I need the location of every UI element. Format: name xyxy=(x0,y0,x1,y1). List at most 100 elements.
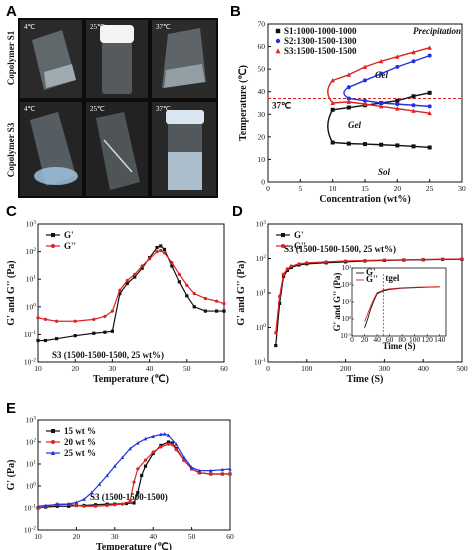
inset-x-tick-label: 120 xyxy=(422,335,434,344)
legend-label: 20 wt % xyxy=(64,437,96,447)
data-point xyxy=(421,257,425,262)
data-point xyxy=(297,262,301,266)
data-point xyxy=(120,502,125,506)
data-point xyxy=(411,49,416,55)
data-point xyxy=(427,110,432,116)
data-point xyxy=(82,497,86,501)
y-axis-label: G' and G'' (Pa) xyxy=(236,260,247,325)
data-point xyxy=(174,448,178,452)
chart-phase-diagram: 0 10 20 30 40 50 60 70 0 5 10 15 20 25 30 Concentration… xyxy=(238,20,466,206)
panel-label-e: E xyxy=(6,400,16,417)
y-tick-label: 50 xyxy=(258,65,266,74)
y-tick-label: 101 xyxy=(256,289,267,298)
legend-marker xyxy=(275,38,281,44)
x-tick-label: 0 xyxy=(266,184,270,193)
x-tick-label: 40 xyxy=(149,532,157,541)
y-tick-label: 102 xyxy=(256,254,267,263)
legend-label: 15 wt % xyxy=(64,426,96,436)
data-point xyxy=(203,309,207,313)
data-point xyxy=(324,260,328,264)
x-tick-label: 20 xyxy=(71,364,79,373)
panel-a-photos: 4℃ 25℃ 37℃ 4℃ 25℃ 37℃ Copolymer S1 Copol… xyxy=(6,18,218,198)
data-point xyxy=(274,343,278,348)
data-point xyxy=(113,503,117,507)
data-point xyxy=(159,248,163,253)
data-point xyxy=(73,319,77,323)
data-point xyxy=(118,288,122,292)
x-axis-label: Temperature (℃) xyxy=(96,542,172,550)
data-point xyxy=(177,280,181,284)
legend-marker xyxy=(51,440,55,444)
data-point xyxy=(382,258,386,262)
data-point xyxy=(346,96,351,101)
inset-y-tick-label: 103 xyxy=(342,263,352,272)
sample-annotation: S3 (1500-1500-1500) xyxy=(90,492,168,502)
legend-marker xyxy=(51,244,55,248)
data-point xyxy=(378,103,384,109)
data-point xyxy=(143,458,148,462)
x-tick-label: 5 xyxy=(298,184,302,193)
data-point xyxy=(162,247,167,252)
chart-concentration-rheology: 10-2 10-1 100 101 102 103 10 20 30 40 50 60 Temperat… xyxy=(6,416,234,550)
x-tick-label: 30 xyxy=(109,364,117,373)
data-point xyxy=(378,58,384,64)
data-point xyxy=(136,441,140,445)
legend-marker xyxy=(50,450,56,455)
data-point xyxy=(363,258,367,263)
data-point xyxy=(363,98,367,103)
data-point xyxy=(281,272,286,276)
data-point xyxy=(209,468,213,473)
data-point xyxy=(278,294,282,298)
data-point xyxy=(395,54,400,59)
data-point xyxy=(411,59,416,64)
data-point xyxy=(110,309,114,313)
data-point xyxy=(140,264,144,268)
data-point xyxy=(220,467,225,472)
x-tick-label: 40 xyxy=(146,364,154,373)
y-tick-label: 70 xyxy=(258,20,266,29)
x-axis-label: Concentration (wt%) xyxy=(319,194,410,205)
y-tick-label: 103 xyxy=(26,416,37,425)
legend-label: G' xyxy=(64,230,74,240)
x-tick-label: 60 xyxy=(220,364,228,373)
data-point xyxy=(133,272,137,276)
data-point xyxy=(346,141,351,146)
data-point xyxy=(192,305,196,309)
inset-y-tick-label: 101 xyxy=(342,297,352,306)
panel-label-c: C xyxy=(6,203,17,220)
data-point xyxy=(427,90,432,95)
legend-label: G'' xyxy=(64,241,76,251)
temp-label: 4℃ xyxy=(24,23,36,31)
y-tick-label: 101 xyxy=(26,460,37,469)
temp-label: 37℃ xyxy=(156,105,171,113)
data-point xyxy=(174,442,178,446)
data-point xyxy=(97,482,102,486)
data-point xyxy=(197,468,202,473)
x-tick-label: 200 xyxy=(340,364,352,373)
data-point xyxy=(395,64,400,69)
data-point xyxy=(411,94,416,99)
series-curve xyxy=(327,92,430,149)
inset-frame xyxy=(351,267,447,337)
data-point xyxy=(74,503,78,508)
data-point xyxy=(177,272,181,276)
temp-label: 25℃ xyxy=(90,105,105,113)
data-point xyxy=(346,85,351,90)
x-tick-label: 10 xyxy=(34,532,42,541)
data-point xyxy=(222,302,226,306)
series-line xyxy=(38,245,224,342)
data-point xyxy=(36,504,40,508)
data-point xyxy=(151,450,155,454)
data-point xyxy=(363,142,367,147)
data-point xyxy=(189,465,194,470)
data-point xyxy=(402,258,406,262)
legend-marker xyxy=(51,233,55,237)
y-tick-label: 10-2 xyxy=(24,358,36,367)
data-point xyxy=(105,473,109,478)
y-tick-label: 101 xyxy=(26,275,37,284)
inset-x-tick-label: 0 xyxy=(350,335,354,344)
row-label-s1: Copolymer S1 xyxy=(6,30,16,85)
data-point xyxy=(166,440,171,444)
data-point xyxy=(379,142,384,147)
data-point xyxy=(228,472,232,476)
